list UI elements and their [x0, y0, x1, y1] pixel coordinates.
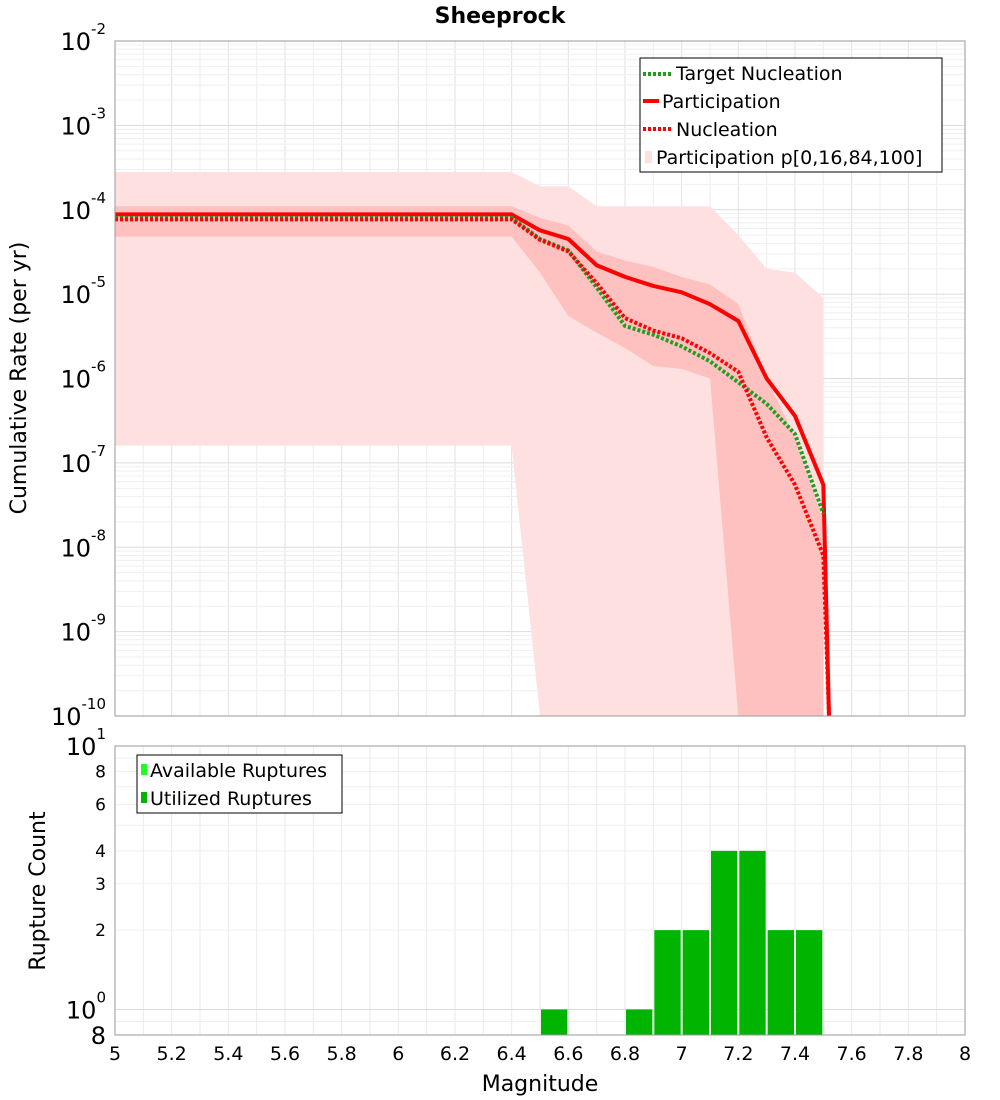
magnitude-x-tick-label: 6.4 [497, 1043, 527, 1065]
count-y-tick-label: 4 [95, 842, 106, 862]
magnitude-x-tick-label: 7.8 [893, 1043, 923, 1065]
legend-participation-band-swatch [645, 151, 652, 163]
magnitude-x-tick-label: 6.8 [610, 1043, 640, 1065]
count-y-tick-label: 100 [66, 988, 106, 1024]
utilized-ruptures-bar [541, 1009, 568, 1035]
legend-participation: Participation [662, 91, 781, 113]
utilized-ruptures-bar [654, 930, 681, 1035]
magnitude-x-tick-label: 6.6 [553, 1043, 583, 1065]
band-p16-p84 [115, 206, 824, 716]
rate-y-tick-label: 10-5 [60, 273, 106, 309]
magnitude-x-tick-label: 6 [392, 1043, 404, 1065]
count-legend: Available Ruptures Utilized Ruptures [136, 754, 343, 814]
rate-panel: 10-2 10-3 10-4 10-5 10-6 10-7 10-8 10-9 10-10 Cu… [7, 20, 966, 731]
count-y-tick-label: 101 [66, 725, 106, 761]
magnitude-x-ticks: 5 5.2 5.4 5.6 5.8 6 6.2 6.4 6.6 6.8 7 7.2 7.4 7.6 7.8 8 [109, 1043, 971, 1065]
count-y-tick-label: 6 [95, 795, 106, 815]
magnitude-x-tick-label: 7.2 [723, 1043, 753, 1065]
magnitude-x-tick-label: 6.2 [440, 1043, 470, 1065]
rate-y-tick-label: 10-4 [60, 189, 106, 225]
series-nucleation-line [115, 217, 831, 717]
rate-y-tick-label: 10-8 [60, 526, 106, 562]
rate-y-tick-label: 10-10 [51, 695, 106, 731]
magnitude-x-tick-label: 7.6 [837, 1043, 867, 1065]
magnitude-x-tick-label: 8 [959, 1043, 971, 1065]
legend-utilized-ruptures-swatch [141, 792, 147, 803]
rate-y-axis-label: Cumulative Rate (per yr) [7, 242, 32, 515]
utilized-ruptures-bar [767, 930, 794, 1035]
magnitude-x-tick-label: 5.4 [213, 1043, 243, 1065]
magnitude-x-tick-label: 7 [676, 1043, 688, 1065]
magnitude-x-tick-label: 5.6 [270, 1043, 300, 1065]
rate-y-ticks: 10-2 10-3 10-4 10-5 10-6 10-7 10-8 10-9 10-10 [51, 20, 106, 731]
legend-utilized-ruptures: Utilized Ruptures [150, 788, 312, 810]
series-participation-line [115, 212, 831, 717]
rate-lines [115, 212, 831, 717]
utilized-ruptures-bar [796, 930, 823, 1035]
utilized-ruptures-bar [626, 1009, 653, 1035]
rate-legend-box [639, 57, 943, 173]
count-y-tick-label: 8 [95, 763, 106, 783]
rate-y-tick-label: 10-2 [60, 20, 106, 56]
utilized-ruptures-bar [682, 930, 709, 1035]
magnitude-x-tick-label: 5 [109, 1043, 121, 1065]
magnitude-x-tick-label: 5.8 [327, 1043, 357, 1065]
count-grid [114, 745, 966, 1036]
utilized-ruptures-bar [739, 850, 766, 1035]
rate-y-tick-label: 10-3 [60, 104, 106, 140]
participation-band [115, 172, 824, 716]
count-y-axis-label: Rupture Count [26, 811, 51, 971]
count-y-tick-label: 2 [95, 921, 106, 941]
rate-y-tick-label: 10-9 [60, 611, 106, 647]
rate-y-tick-label: 10-7 [60, 442, 106, 478]
utilized-ruptures-bar [711, 850, 738, 1035]
legend-target-nucleation: Target Nucleation [675, 63, 843, 85]
x-axis-label: Magnitude [482, 1072, 599, 1097]
count-legend-box [136, 754, 343, 814]
count-y-tick-label: 8 [91, 1022, 106, 1050]
rate-legend: Target Nucleation Participation Nucleati… [639, 57, 943, 173]
count-y-tick-label: 3 [95, 875, 106, 895]
magnitude-x-tick-label: 5.2 [157, 1043, 187, 1065]
count-plot-frame [114, 745, 966, 1036]
legend-available-ruptures-swatch [141, 764, 147, 775]
count-bars [541, 850, 823, 1035]
magnitude-x-tick-label: 7.4 [780, 1043, 810, 1065]
rate-plot-frame [114, 40, 966, 717]
legend-participation-band: Participation p[0,16,84,100] [656, 147, 922, 169]
rate-y-tick-label: 10-6 [60, 358, 106, 394]
legend-nucleation: Nucleation [676, 119, 778, 141]
legend-available-ruptures: Available Ruptures [150, 760, 327, 782]
chart-title: Sheeprock [435, 4, 567, 29]
